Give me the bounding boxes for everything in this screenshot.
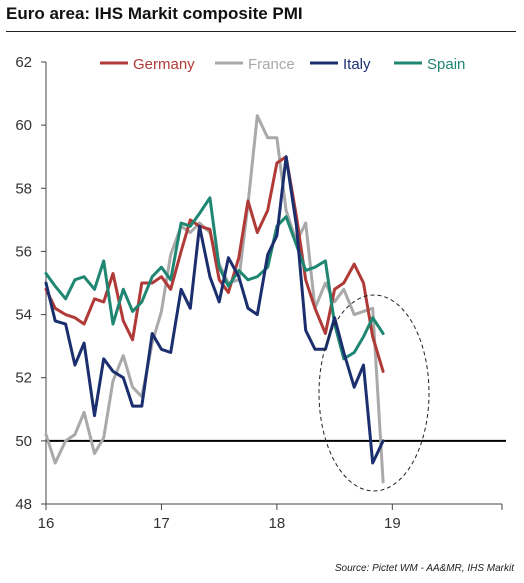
legend-label-italy: Italy (343, 56, 371, 73)
y-tick-label: 52 (15, 370, 32, 387)
y-axis-ticks: 48 50 52 54 56 58 60 62 (15, 54, 46, 513)
legend-label-france: France (248, 56, 295, 73)
series-line-spain (44, 196, 385, 361)
x-tick-label: 19 (384, 515, 401, 532)
chart-title: Euro area: IHS Markit composite PMI (6, 4, 303, 23)
x-tick-label: 18 (269, 515, 286, 532)
x-axis-ticks: 16 17 18 19 (38, 504, 503, 532)
legend-label-germany: Germany (133, 56, 195, 73)
series-lines (44, 114, 385, 484)
legend-label-spain: Spain (427, 56, 465, 73)
source-note: Source: Pictet WM - AA&MR, IHS Markit (334, 563, 514, 574)
title-divider (6, 31, 516, 32)
y-tick-label: 50 (15, 433, 32, 450)
x-tick-label: 17 (153, 515, 170, 532)
y-tick-label: 58 (15, 180, 32, 197)
y-tick-label: 48 (15, 496, 32, 513)
series-line-germany (44, 155, 385, 373)
y-tick-label: 62 (15, 54, 32, 71)
highlight-ellipse (318, 294, 430, 492)
y-tick-label: 54 (15, 307, 32, 324)
y-tick-label: 56 (15, 243, 32, 260)
series-line-italy (44, 155, 385, 465)
x-tick-label: 16 (38, 515, 55, 532)
y-tick-label: 60 (15, 117, 32, 134)
legend: Germany France Italy Spain (100, 56, 465, 73)
